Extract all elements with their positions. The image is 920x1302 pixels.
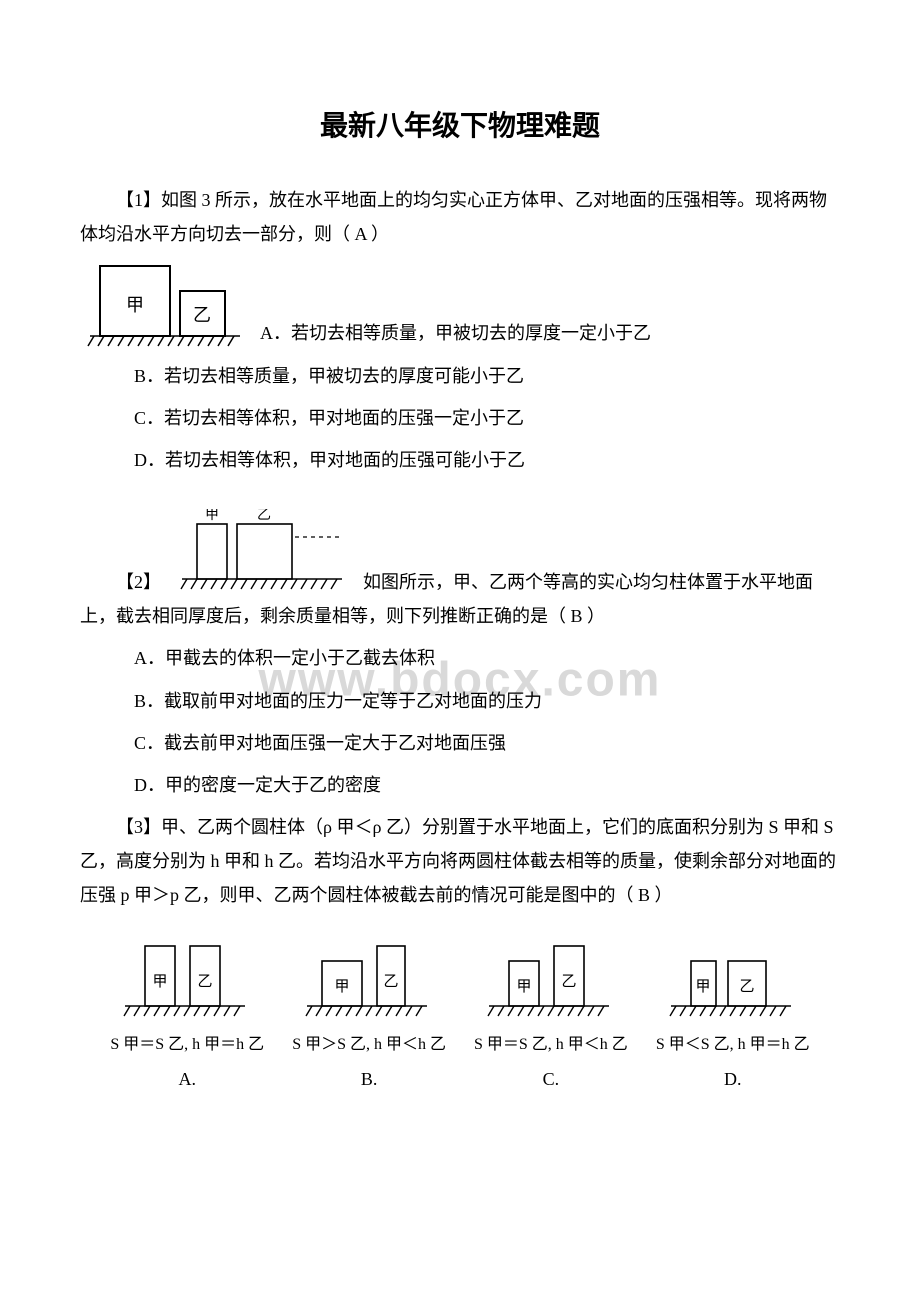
q3-stem: 【3】甲、乙两个圆柱体（ρ 甲＜ρ 乙）分别置于水平地面上，它们的底面积分别为 … — [80, 810, 840, 913]
q3-b-label1: 甲 — [335, 979, 350, 995]
q1-option-a: A．若切去相等质量，甲被切去的厚度一定小于乙 — [260, 316, 651, 350]
q3-a-label1: 甲 — [153, 974, 168, 990]
q1-option-d: D．若切去相等体积，甲对地面的压强可能小于乙 — [80, 443, 840, 477]
q3-c-label1: 甲 — [516, 979, 531, 995]
q1-fig-label-a: 甲 — [126, 295, 144, 315]
q3-c-cap: S 甲＝S 乙, h 甲＜h 乙 — [474, 1030, 628, 1060]
q3-fig-b: 甲 乙 S 甲＞S 乙, h 甲＜h 乙 B. — [292, 931, 446, 1097]
q3-c-letter: C. — [474, 1062, 628, 1096]
q2-option-d: D．甲的密度一定大于乙的密度 — [80, 768, 840, 802]
q2-stem-inline: 如图所示，甲、乙两个等高的实心均匀柱体置于水平地面 — [363, 565, 813, 599]
q2-option-c: C．截去前甲对地面压强一定大于乙对地面压强 — [80, 726, 840, 760]
q3-fig-a: 甲 乙 S 甲＝S 乙, h 甲＝h 乙 A. — [110, 931, 264, 1097]
q3-fig-d: 甲 乙 S 甲＜S 乙, h 甲＝h 乙 D. — [656, 931, 810, 1097]
q3-d-label1: 甲 — [695, 979, 710, 995]
q3-d-label2: 乙 — [739, 979, 754, 995]
q3-a-label2: 乙 — [198, 974, 213, 990]
q3-b-letter: B. — [292, 1062, 446, 1096]
q1-option-c: C．若切去相等体积，甲对地面的压强一定小于乙 — [80, 401, 840, 435]
q3-a-cap: S 甲＝S 乙, h 甲＝h 乙 — [110, 1030, 264, 1060]
q3-c-label2: 乙 — [561, 974, 576, 990]
q3-b-cap: S 甲＞S 乙, h 甲＜h 乙 — [292, 1030, 446, 1060]
q3-b-label2: 乙 — [384, 974, 399, 990]
q3-fig-c: 甲 乙 S 甲＝S 乙, h 甲＜h 乙 C. — [474, 931, 628, 1097]
q2-option-a: A．甲截去的体积一定小于乙截去体积 — [80, 641, 840, 675]
q2-lead-row: 【2】 甲 乙 如图所示，甲、乙两个等高的实心均匀柱体置于水平地面 — [80, 509, 840, 599]
q1-figure: 甲 乙 — [80, 256, 260, 351]
q3-d-letter: D. — [656, 1062, 810, 1096]
q2-fig-label-b: 乙 — [257, 509, 271, 523]
q2-lead: 【2】 — [80, 565, 161, 599]
q1-stem: 【1】如图 3 所示，放在水平地面上的均匀实心正方体甲、乙对地面的压强相等。现将… — [80, 183, 840, 251]
q3-a-letter: A. — [110, 1062, 264, 1096]
q1-fig-label-b: 乙 — [193, 305, 211, 325]
q1-option-b: B．若切去相等质量，甲被切去的厚度可能小于乙 — [80, 359, 840, 393]
q3-d-cap: S 甲＜S 乙, h 甲＝h 乙 — [656, 1030, 810, 1060]
q2-stem-cont: 上，截去相同厚度后，剩余质量相等，则下列推断正确的是（ B ） — [80, 599, 840, 633]
q2-option-b: B．截取前甲对地面的压力一定等于乙对地面的压力 — [80, 684, 840, 718]
q2-fig-label-a: 甲 — [205, 509, 219, 523]
q2-figure: 甲 乙 — [167, 509, 357, 599]
q1-figure-row: 甲 乙 A．若切去相等质量，甲被切去的厚度一定小于乙 — [80, 256, 840, 351]
page-title: 最新八年级下物理难题 — [80, 100, 840, 153]
q3-figure-set: 甲 乙 S 甲＝S 乙, h 甲＝h 乙 A. 甲 — [80, 931, 840, 1097]
